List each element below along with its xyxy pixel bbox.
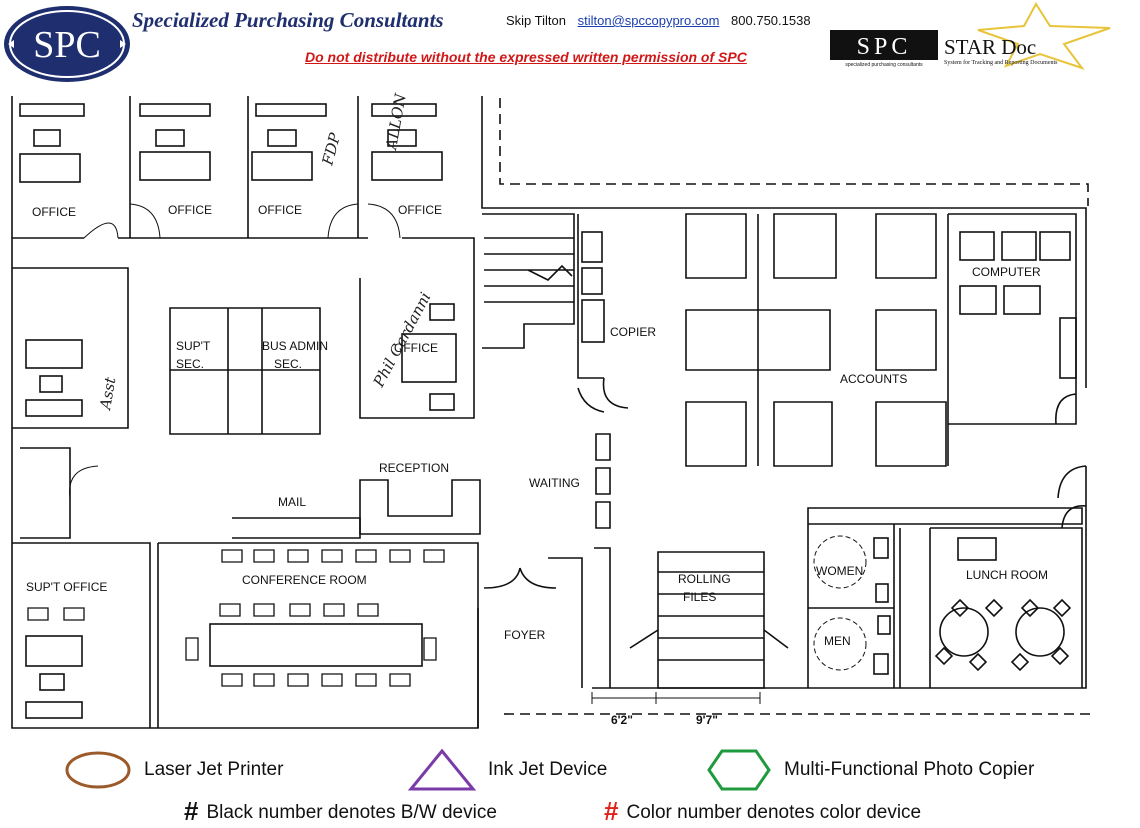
company-name: Specialized Purchasing Consultants — [132, 8, 444, 32]
room-label-supt-sec-2: SEC. — [176, 357, 204, 371]
handwritten-note-2: ALLON — [382, 91, 410, 152]
legend-color-note-label: Color number denotes color device — [626, 802, 922, 823]
stardoc-logo-text: SPC — [857, 34, 912, 60]
legend: Laser Jet Printer Ink Jet Device Multi-F… — [0, 740, 1140, 828]
mail-counter — [232, 517, 361, 539]
legend-laser: Laser Jet Printer — [64, 750, 283, 790]
room-label-mail: MAIL — [278, 495, 306, 509]
room-label-office-4: OFFICE — [398, 203, 442, 217]
dashed-boundary-top — [499, 98, 1089, 206]
room-label-office-5: OFFICE — [394, 341, 438, 355]
room-label-office-3: OFFICE — [258, 203, 302, 217]
legend-mfp-label: Multi-Functional Photo Copier — [784, 759, 1035, 780]
bw-symbol: # — [184, 796, 199, 826]
room-label-bus-admin-2: SEC. — [274, 357, 302, 371]
room-label-men: MEN — [824, 634, 851, 648]
room-label-foyer: FOYER — [504, 628, 546, 642]
stardoc-logo: SPC specialized purchasing consultants S… — [830, 2, 1111, 70]
copier-room — [577, 214, 629, 409]
hexagon-icon — [707, 749, 771, 791]
room-label-waiting: WAITING — [529, 476, 580, 490]
legend-inkjet: Ink Jet Device — [408, 748, 607, 792]
handwritten-note-1: FDP — [318, 130, 344, 168]
room-label-rolling-1: ROLLING — [678, 572, 731, 586]
floor-plan: FDP ALLON Asst Phil Cardanni OFFICE OFFI… — [11, 91, 1090, 729]
lunch-table-2 — [1015, 607, 1065, 657]
dimension-label-1: 6'2" — [611, 713, 633, 727]
color-symbol: # — [604, 796, 619, 826]
spc-logo-text: SPC — [33, 24, 101, 66]
contact-phone: 800.750.1538 — [731, 13, 811, 28]
spc-logo: SPC — [4, 6, 130, 82]
conference-walls — [157, 542, 479, 728]
room-label-office-2: OFFICE — [168, 203, 212, 217]
sec-partitions — [169, 307, 321, 435]
conference-table — [209, 623, 423, 667]
handwritten-note-3: Asst — [96, 375, 120, 413]
room-label-women: WOMEN — [816, 564, 863, 578]
dimension-label-2: 9'7" — [696, 713, 718, 727]
lunch-table-1 — [939, 607, 989, 657]
room-label-lunch: LUNCH ROOM — [966, 568, 1048, 582]
legend-bw-note-label: Black number denotes B/W device — [206, 802, 497, 823]
outer-wall — [11, 96, 1087, 729]
header: SPC Specialized Purchasing Consultants S… — [0, 0, 1140, 92]
computer-room — [948, 213, 1077, 425]
room-label-accounts: ACCOUNTS — [840, 372, 907, 386]
reception-desk — [359, 479, 481, 535]
room-label-conference: CONFERENCE ROOM — [242, 573, 367, 587]
distribution-warning: Do not distribute without the expressed … — [305, 49, 747, 65]
accounts-cubicles — [685, 213, 949, 467]
triangle-icon — [408, 748, 476, 791]
legend-bw-note: # Black number denotes B/W device — [184, 796, 497, 827]
contact-name: Skip Tilton — [506, 13, 566, 28]
room-label-copier: COPIER — [610, 325, 656, 339]
legend-color-note: # Color number denotes color device — [604, 796, 921, 827]
door-swings — [129, 203, 401, 239]
legend-laser-label: Laser Jet Printer — [144, 759, 284, 780]
room-label-office-1: OFFICE — [32, 205, 76, 219]
stardoc-subtitle: specialized purchasing consultants — [845, 62, 923, 68]
room-label-rolling-2: FILES — [683, 590, 716, 604]
contact-email-link[interactable]: stilton@spccopypro.com — [577, 13, 720, 28]
waiting-chairs — [595, 433, 611, 529]
rolling-files — [594, 547, 789, 689]
door-swings-2 — [69, 222, 119, 499]
room-label-reception: RECEPTION — [379, 461, 449, 475]
left-rooms — [12, 267, 151, 728]
star-icon — [977, 2, 1111, 70]
stardoc-tagline: System for Tracking and Reporting Docume… — [944, 59, 1058, 66]
contact-info: Skip Tilton stilton@spccopypro.com 800.7… — [506, 13, 811, 28]
foyer-doors — [477, 557, 583, 688]
office-walls — [12, 96, 475, 419]
room-label-computer: COMPUTER — [972, 265, 1041, 279]
dimension-lines — [591, 692, 761, 704]
legend-mfp: Multi-Functional Photo Copier — [706, 748, 1034, 792]
circle-icon — [65, 751, 131, 789]
room-label-supt-sec-1: SUP'T — [176, 339, 211, 353]
room-label-supt-office: SUP'T OFFICE — [26, 580, 107, 594]
lunch-room — [930, 527, 1083, 688]
stardoc-title: STAR Doc — [944, 35, 1036, 59]
stair-walls — [482, 213, 575, 349]
restroom-walls — [807, 507, 1083, 688]
legend-inkjet-label: Ink Jet Device — [488, 759, 608, 780]
room-label-bus-admin-1: BUS ADMIN — [262, 339, 328, 353]
